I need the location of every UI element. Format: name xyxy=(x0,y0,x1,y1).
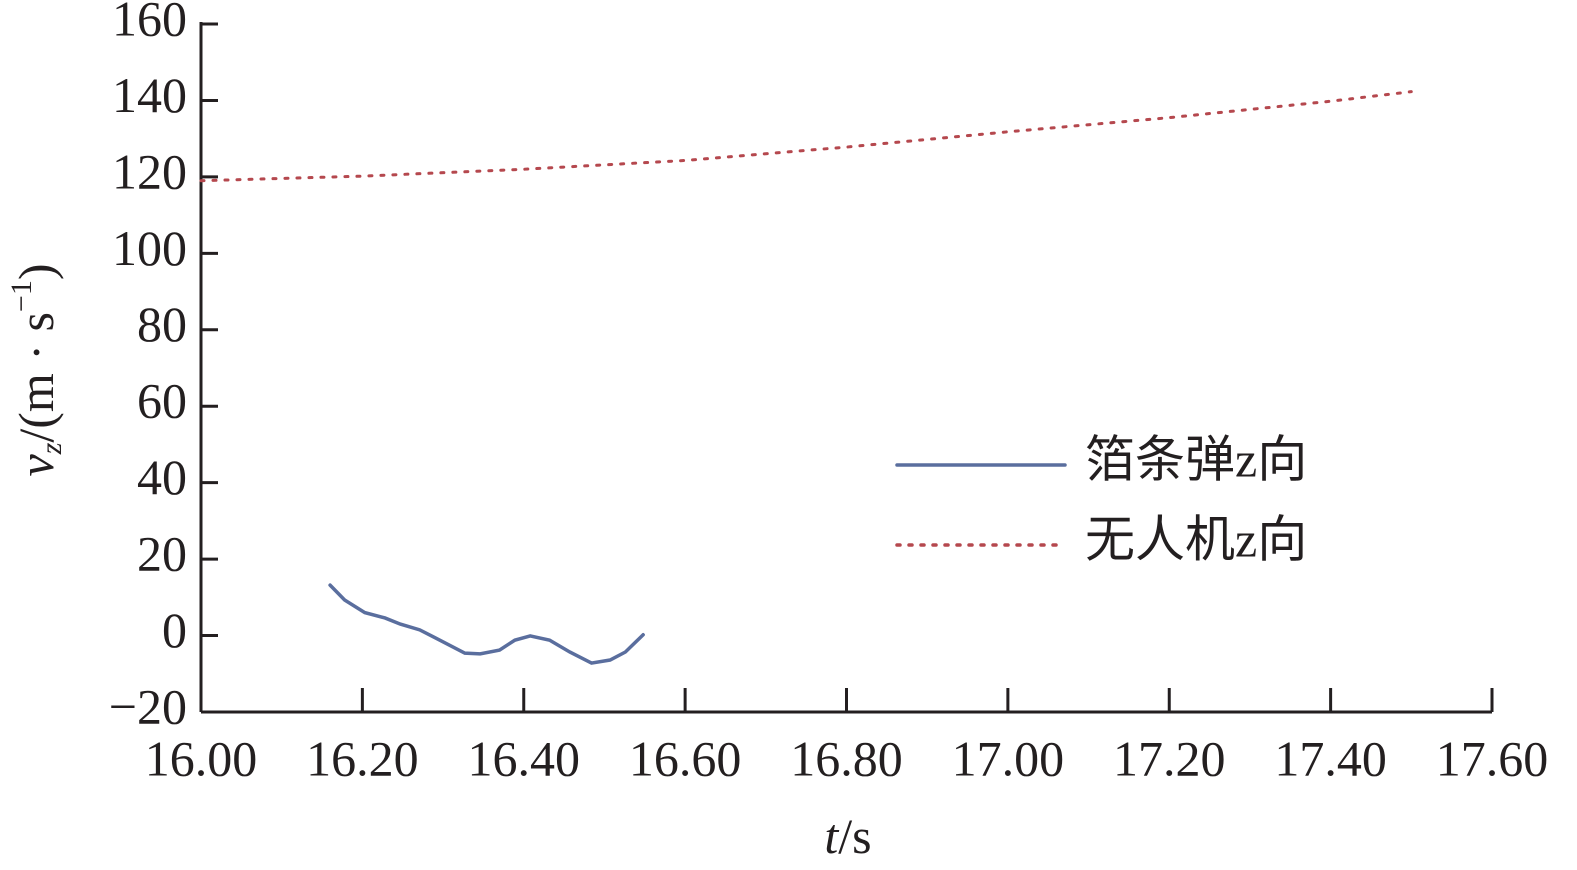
x-tick-label: 16.60 xyxy=(629,730,742,786)
x-tick-label: 16.40 xyxy=(468,730,581,786)
x-tick-label: 17.40 xyxy=(1274,730,1387,786)
x-tick-label: 16.00 xyxy=(145,730,258,786)
series-line xyxy=(199,90,1413,183)
y-label-sup: −1 xyxy=(5,280,38,312)
x-axis-label: t/s xyxy=(824,808,871,864)
y-label-close: ) xyxy=(8,263,64,280)
x-tick-label: 17.20 xyxy=(1113,730,1226,786)
y-tick-label: 0 xyxy=(162,602,187,658)
y-axis-label: vz/(m · s−1) xyxy=(5,263,68,476)
y-tick-label: 40 xyxy=(137,449,187,505)
y-tick-label: 140 xyxy=(112,67,187,123)
y-tick-label: −20 xyxy=(109,678,187,734)
x-tick-label: 16.80 xyxy=(790,730,903,786)
y-tick-label: 100 xyxy=(112,220,187,276)
y-tick-label: 120 xyxy=(112,143,187,199)
y-tick-label: 160 xyxy=(112,0,187,46)
y-label-unit: /(m · s xyxy=(8,312,64,443)
series-line xyxy=(328,583,645,665)
y-label-sub: z xyxy=(35,442,68,455)
y-tick-label: 60 xyxy=(137,373,187,429)
legend-label: 箔条弹z向 xyxy=(1085,431,1307,487)
x-tick-label: 16.20 xyxy=(306,730,419,786)
legend-label: 无人机z向 xyxy=(1085,511,1307,567)
y-label-var: v xyxy=(8,454,64,477)
x-label-var: t xyxy=(824,808,839,864)
x-tick-label: 17.00 xyxy=(952,730,1065,786)
y-tick-label: 20 xyxy=(137,526,187,582)
x-tick-label: 17.60 xyxy=(1436,730,1549,786)
x-label-unit: /s xyxy=(838,808,871,864)
y-tick-label: 80 xyxy=(137,296,187,352)
